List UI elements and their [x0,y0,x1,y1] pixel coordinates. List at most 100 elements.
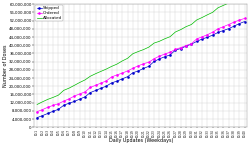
Allocated [121,60,124,62]
Allocated [158,40,161,42]
Shipped [131,72,134,74]
Allocated [174,31,177,33]
Allocated [94,73,97,75]
Shipped [184,45,188,47]
Allocated [46,99,49,100]
Legend: Shipped, Ordered, Allocated: Shipped, Ordered, Allocated [35,5,63,21]
Shipped [110,82,113,84]
Shipped [200,38,203,40]
Shipped [179,48,182,49]
Ordered [73,95,76,97]
Shipped [68,102,70,104]
Shipped [105,85,108,87]
Allocated [222,5,225,6]
Ordered [57,103,60,105]
Shipped [126,76,129,78]
Shipped [73,101,76,102]
Shipped [195,41,198,42]
Allocated [110,66,113,67]
Shipped [57,108,60,110]
Shipped [158,58,161,60]
Allocated [153,42,156,44]
Allocated [116,63,118,65]
Ordered [179,47,182,48]
Line: Ordered: Ordered [36,18,245,112]
Ordered [147,61,150,63]
Line: Shipped: Shipped [36,21,245,118]
Allocated [211,11,214,13]
Shipped [238,23,241,25]
Ordered [105,80,108,82]
Ordered [68,98,70,100]
Ordered [211,31,214,33]
Shipped [174,49,177,51]
Ordered [110,76,113,78]
Ordered [227,24,230,25]
Ordered [116,74,118,76]
Ordered [121,72,124,74]
Shipped [78,98,81,100]
Ordered [232,21,235,23]
Allocated [73,85,76,86]
Ordered [142,63,145,65]
Ordered [184,45,188,46]
Shipped [153,61,156,62]
Allocated [200,17,203,18]
Allocated [206,14,209,16]
Ordered [84,91,86,93]
Ordered [168,51,172,53]
Allocated [126,58,129,59]
Ordered [126,70,129,72]
Allocated [227,2,230,4]
Allocated [163,38,166,40]
Ordered [206,34,209,36]
Ordered [137,65,140,67]
Shipped [121,78,124,80]
Ordered [153,58,156,60]
Allocated [36,104,38,105]
Ordered [89,87,92,88]
Allocated [89,75,92,77]
Ordered [36,111,38,113]
Shipped [89,92,92,93]
Shipped [211,34,214,36]
Ordered [100,82,102,84]
Shipped [137,70,140,72]
Shipped [216,32,220,33]
Ordered [46,106,49,108]
Ordered [243,18,246,19]
Shipped [94,90,97,91]
Ordered [78,93,81,95]
Shipped [52,110,54,112]
Allocated [190,24,193,25]
Line: Allocated: Allocated [37,0,244,105]
Ordered [158,55,161,57]
Ordered [62,100,65,102]
Allocated [62,89,65,91]
Shipped [147,65,150,67]
Shipped [168,54,172,56]
Allocated [142,49,145,51]
Shipped [163,56,166,58]
Ordered [94,84,97,86]
Allocated [57,94,60,96]
Allocated [105,68,108,70]
Ordered [190,43,193,45]
Shipped [36,117,38,119]
Shipped [227,28,230,29]
Y-axis label: Number of Doses: Number of Doses [3,45,8,87]
Allocated [78,82,81,83]
Shipped [62,104,65,106]
Ordered [52,105,54,106]
Ordered [216,28,220,30]
Allocated [168,36,172,38]
Ordered [195,38,198,40]
Shipped [190,43,193,45]
Allocated [195,19,198,21]
Allocated [84,79,86,81]
Shipped [116,80,118,82]
Shipped [206,36,209,38]
Shipped [232,25,235,27]
Shipped [46,113,49,114]
Allocated [52,97,54,98]
